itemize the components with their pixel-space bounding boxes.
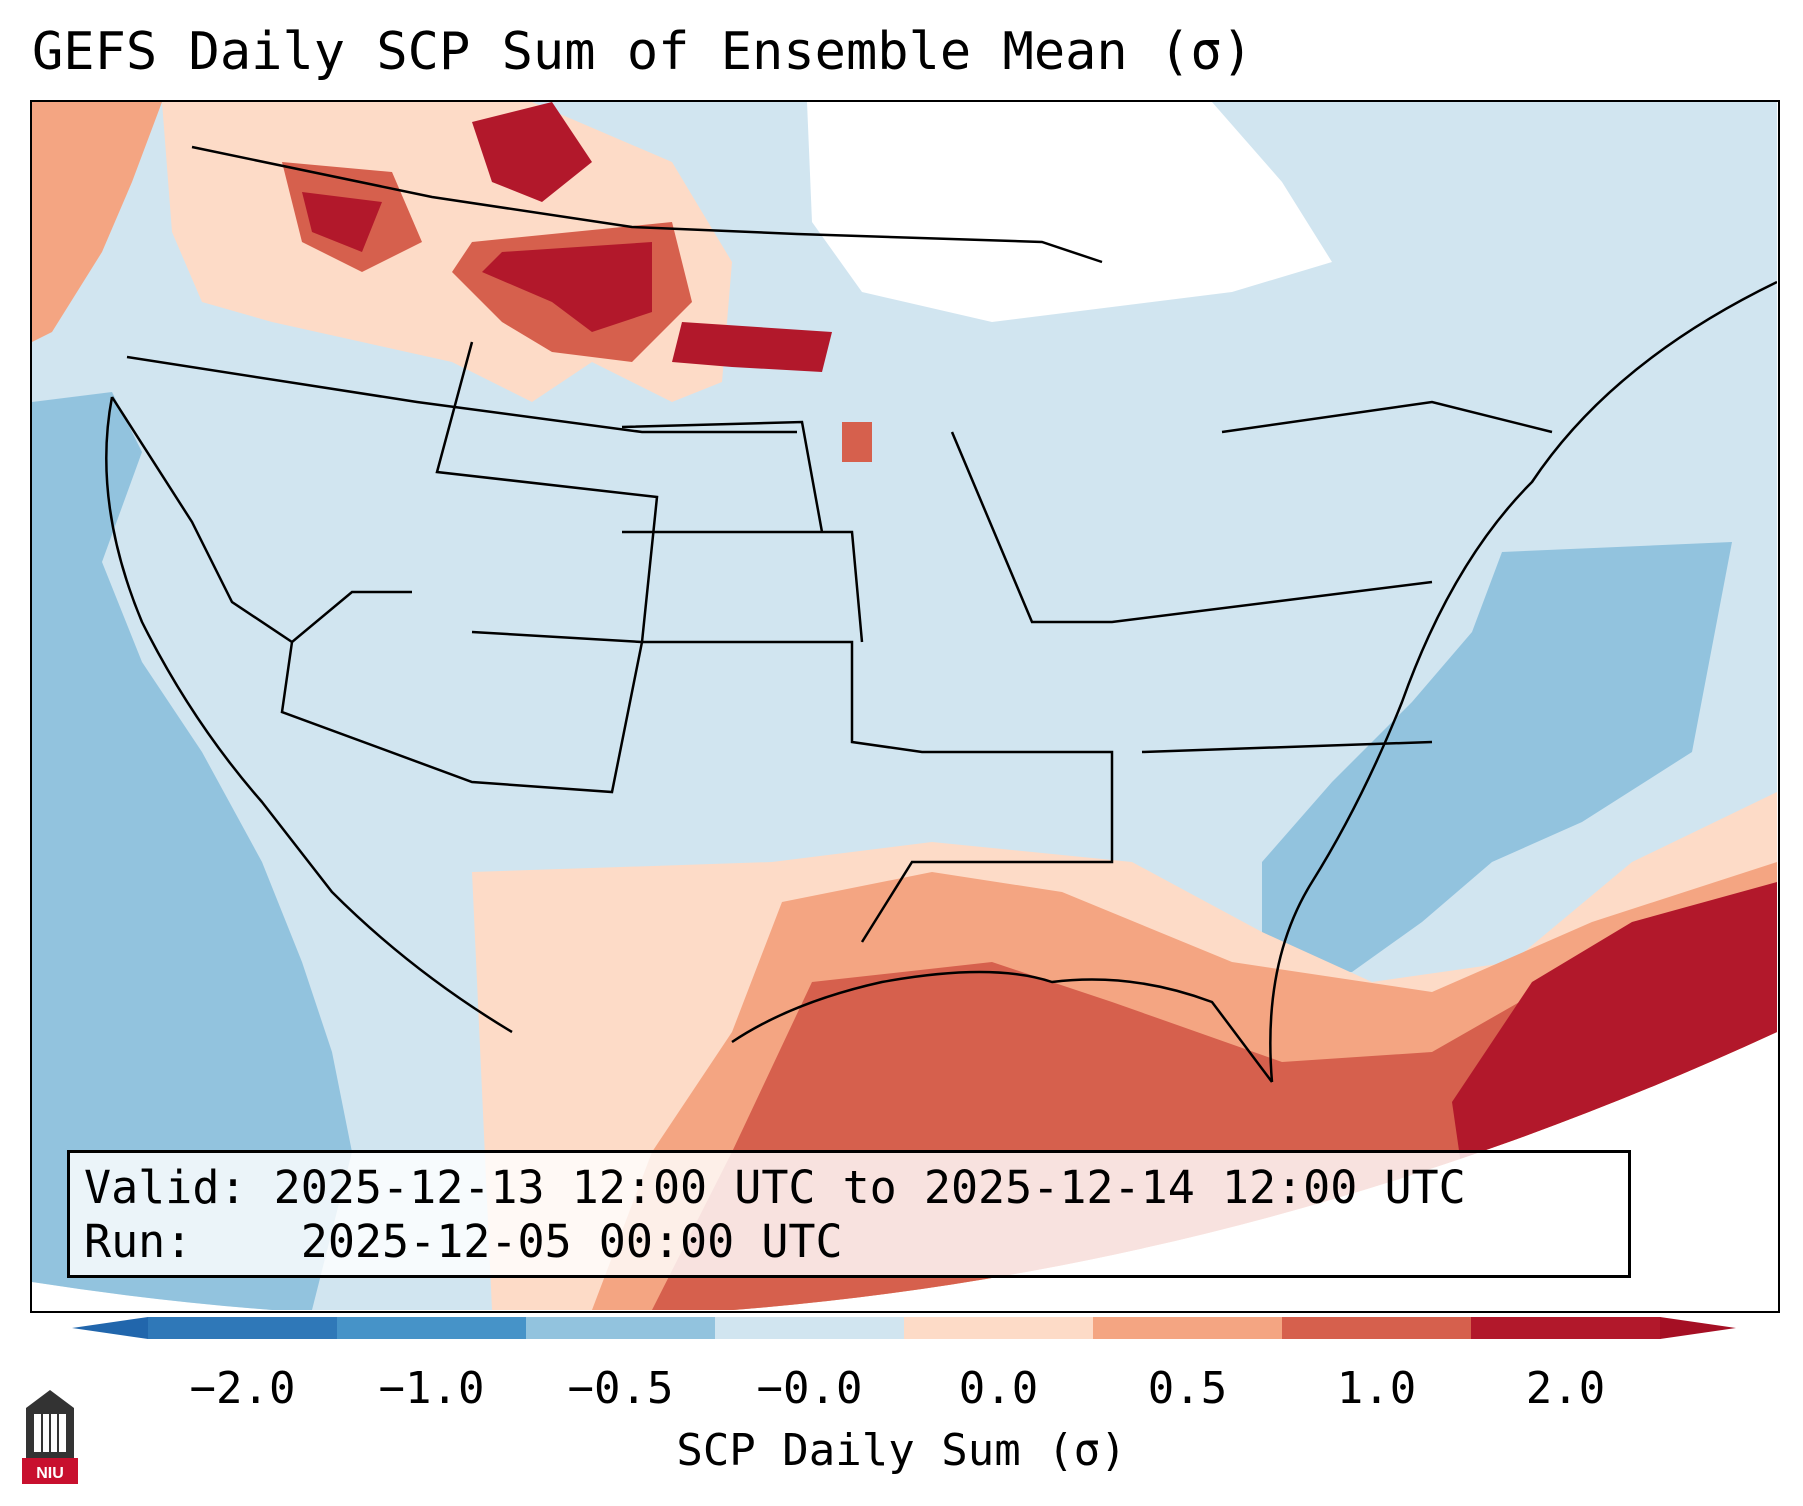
field-patch-strong-nw bbox=[302, 192, 382, 252]
colorbar bbox=[72, 1317, 1736, 1339]
field-patch-negative-atlantic bbox=[1262, 542, 1732, 972]
field-patch-strong-dakota bbox=[672, 322, 832, 372]
colorbar-tick-label: −2.0 bbox=[189, 1363, 296, 1414]
field-patch-negative-pacific bbox=[32, 392, 352, 1310]
colorbar-tick-label: 0.5 bbox=[1147, 1363, 1228, 1414]
border-line bbox=[642, 640, 1114, 943]
colorbar-segment bbox=[148, 1317, 338, 1339]
colorbar-tick-label: 1.0 bbox=[1336, 1363, 1417, 1414]
scp-field bbox=[32, 102, 1777, 1310]
valid-run-info: Valid: 2025-12-13 12:00 UTC to 2025-12-1… bbox=[67, 1150, 1631, 1278]
map-title: GEFS Daily SCP Sum of Ensemble Mean (σ) bbox=[32, 22, 1253, 82]
border-line bbox=[126, 355, 797, 434]
field-patch-iowa bbox=[842, 422, 872, 462]
colorbar-segment bbox=[904, 1317, 1094, 1339]
colorbar-segment bbox=[337, 1317, 527, 1339]
run-label: Run: bbox=[84, 1215, 193, 1268]
us-canada-border bbox=[191, 145, 1103, 264]
border-line bbox=[622, 530, 864, 643]
border-line bbox=[621, 420, 824, 533]
field-patch-neutral bbox=[807, 102, 1332, 322]
colorbar-tick-label: −1.0 bbox=[378, 1363, 485, 1414]
colorbar-under-extension bbox=[72, 1317, 148, 1339]
valid-value: 2025-12-13 12:00 UTC to 2025-12-14 12:00… bbox=[273, 1161, 1466, 1214]
border-line bbox=[280, 590, 644, 794]
logo-text: NIU bbox=[36, 1465, 64, 1482]
boundaries bbox=[105, 145, 1777, 1083]
colorbar-over-extension bbox=[1660, 1317, 1736, 1339]
field-patch-strong-nw2 bbox=[472, 102, 592, 202]
colorbar-segment bbox=[715, 1317, 905, 1339]
scp-map bbox=[32, 102, 1777, 1310]
field-patch-positive-nw bbox=[32, 102, 162, 342]
colorbar-segment bbox=[526, 1317, 716, 1339]
colorbar-segment bbox=[1282, 1317, 1472, 1339]
colorbar-tick-label: 2.0 bbox=[1525, 1363, 1606, 1414]
run-value: 2025-12-05 00:00 UTC bbox=[300, 1215, 843, 1268]
map-panel bbox=[30, 100, 1780, 1313]
colorbar-segment bbox=[1093, 1317, 1283, 1339]
university-tower-icon: NIU bbox=[22, 1390, 78, 1484]
coastline-east bbox=[1269, 280, 1777, 1083]
border-line bbox=[110, 396, 293, 644]
coastline-gulf bbox=[731, 970, 1273, 1083]
border-line bbox=[435, 341, 659, 644]
colorbar-tick-label: −0.5 bbox=[567, 1363, 674, 1414]
colorbar-tick-label: 0.0 bbox=[958, 1363, 1039, 1414]
colorbar-segment bbox=[1471, 1317, 1661, 1339]
border-line bbox=[1221, 400, 1553, 434]
colorbar-tick-label: −0.0 bbox=[756, 1363, 863, 1414]
border-line bbox=[950, 431, 1433, 624]
valid-label: Valid: bbox=[84, 1161, 247, 1214]
logo-badge bbox=[22, 1458, 78, 1484]
coastline-west bbox=[105, 396, 513, 1034]
field-patch-strong-mt bbox=[482, 242, 652, 332]
colorbar-label: SCP Daily Sum (σ) bbox=[676, 1425, 1127, 1476]
